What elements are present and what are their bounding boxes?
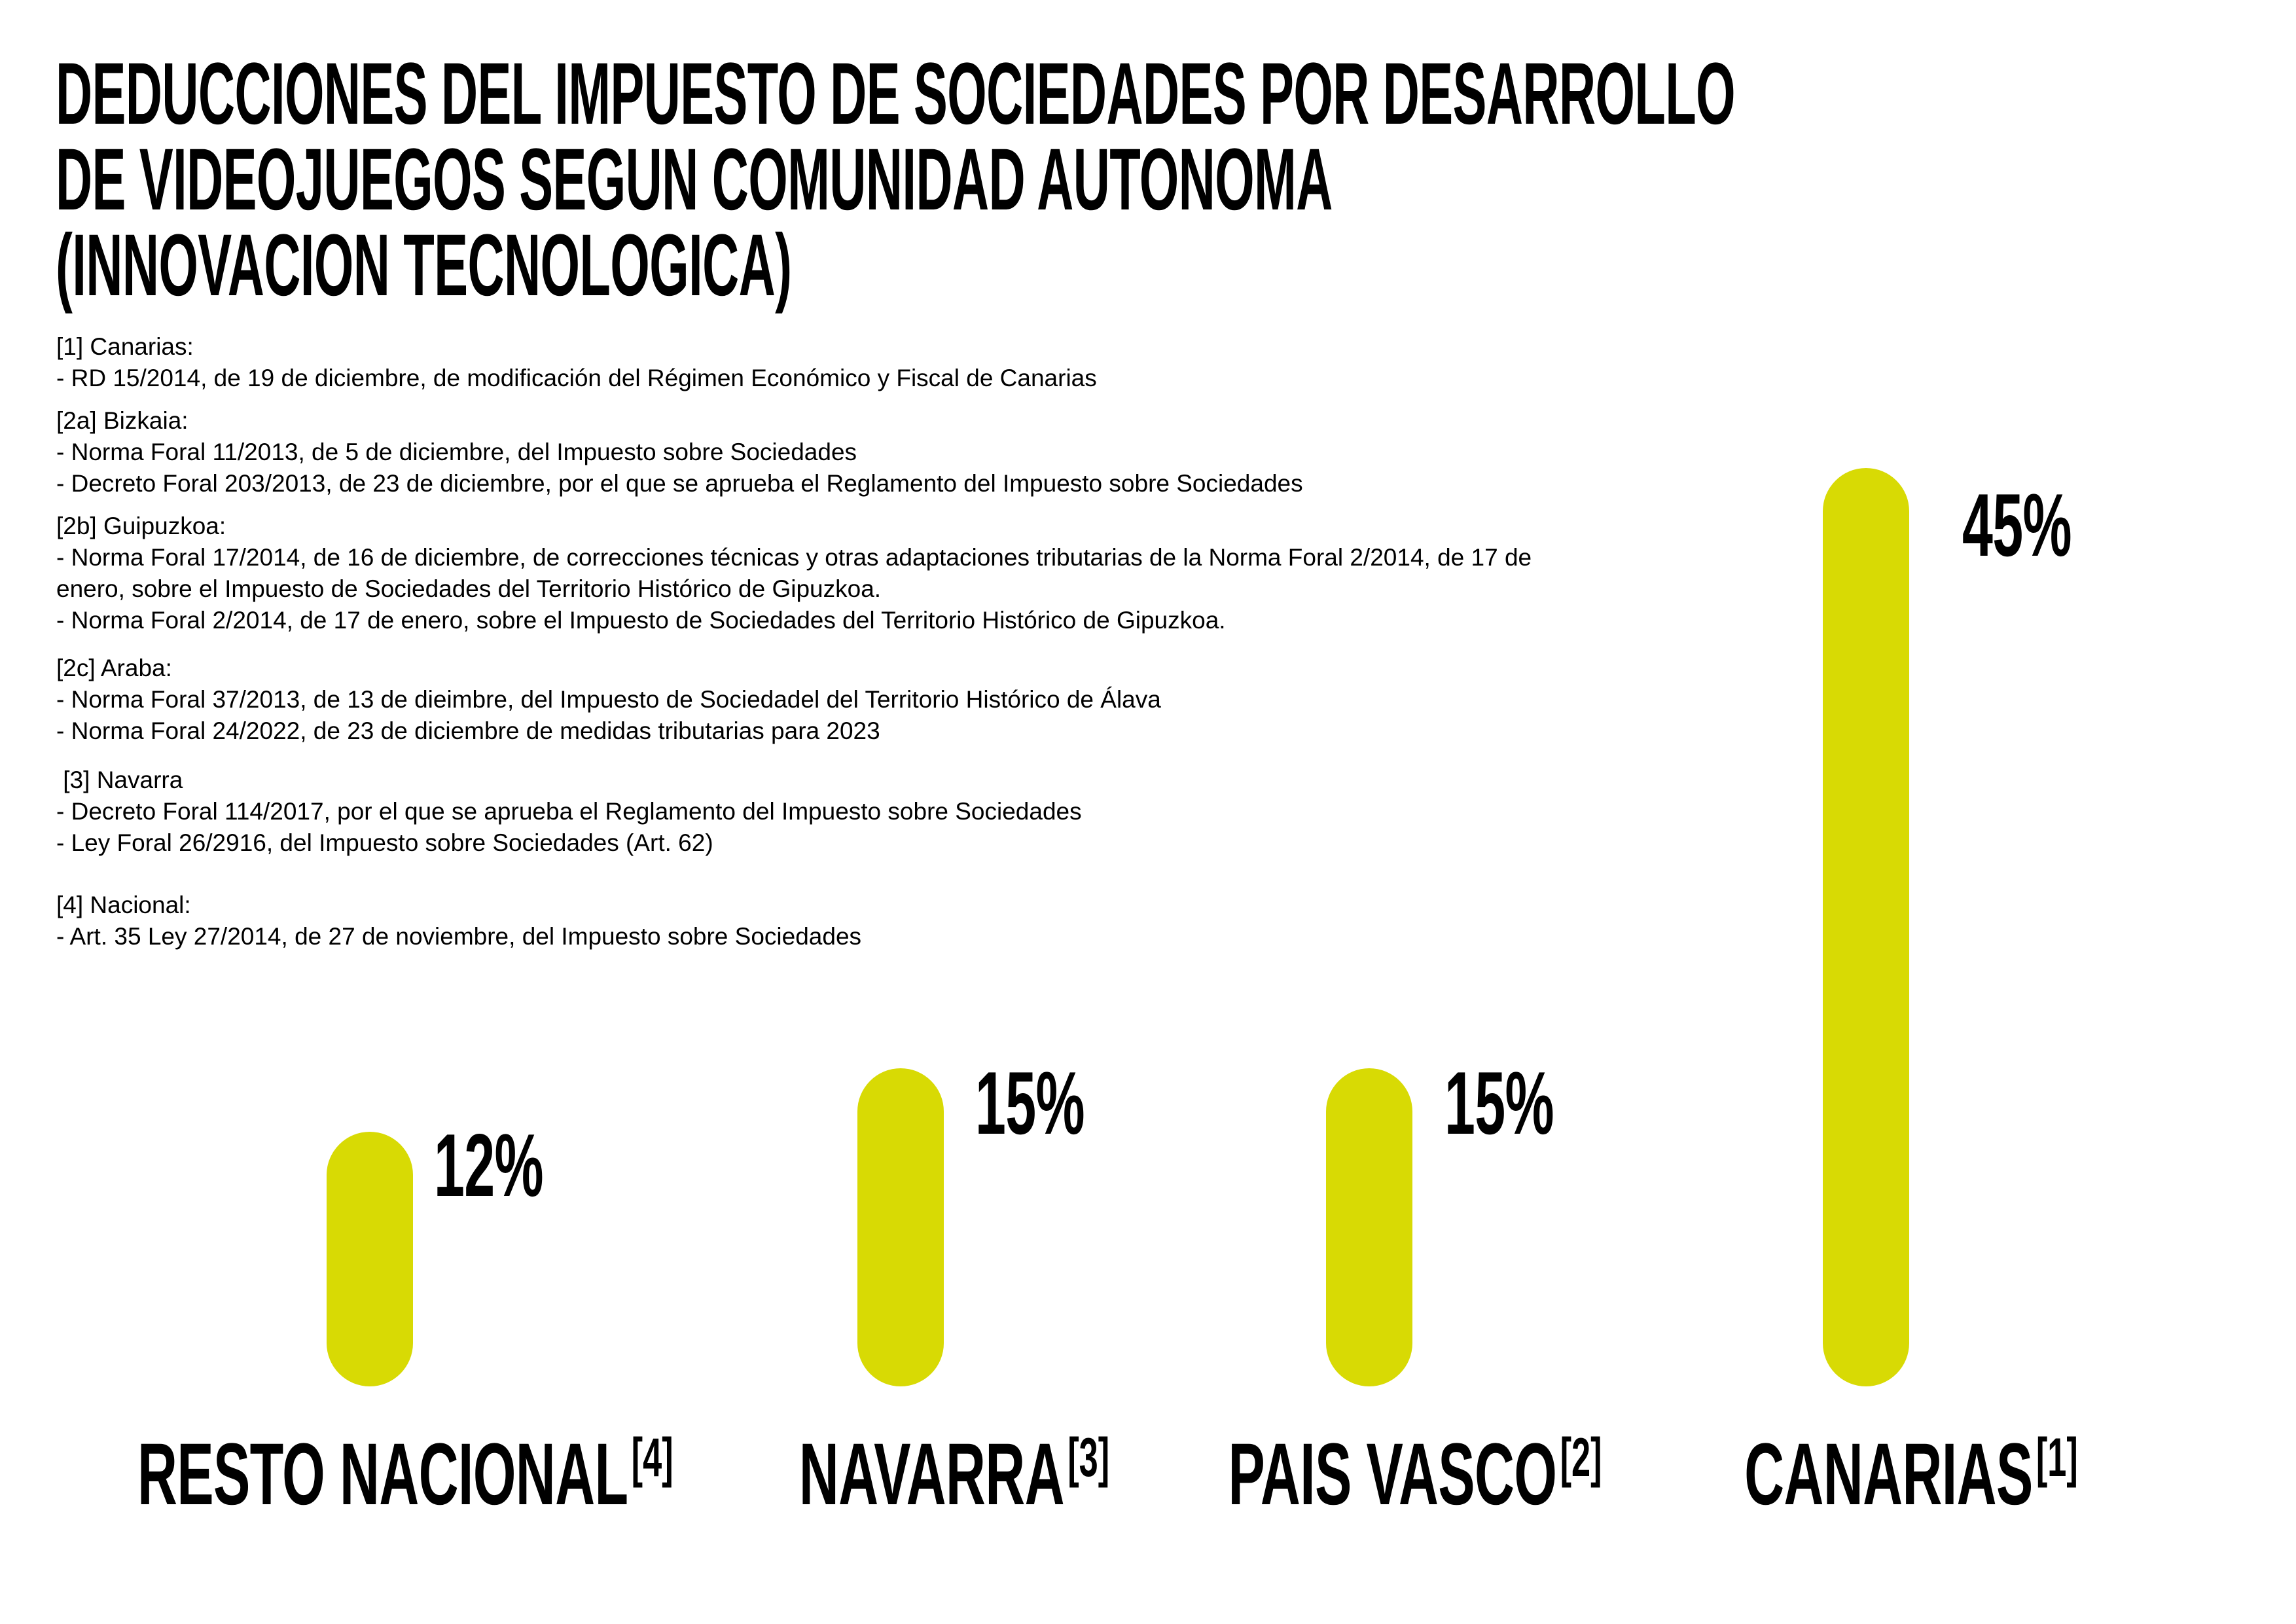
bar-value-label-navarra: 15%: [975, 1053, 1085, 1153]
footnote-item: - RD 15/2014, de 19 de diciembre, de mod…: [56, 365, 1097, 391]
footnote-item: - Norma Foral 2/2014, de 17 de enero, so…: [56, 607, 1226, 634]
footnote-item: - Art. 35 Ley 27/2014, de 27 de noviembr…: [56, 923, 862, 950]
category-name: NAVARRA: [798, 1426, 1065, 1523]
footnote-item: - Norma Foral 24/2022, de 23 de diciembr…: [56, 717, 880, 744]
bar-canarias: [1823, 468, 1909, 1386]
footnote-section-6: [4] Nacional: - Art. 35 Ley 27/2014, de 2…: [56, 890, 1555, 952]
footnote-section-3: [2b] Guipuzkoa: - Norma Foral 17/2014, de…: [56, 511, 1555, 636]
category-name: PAIS VASCO: [1228, 1426, 1557, 1523]
footnote-item: - Decreto Foral 114/2017, por el que se …: [56, 798, 1082, 825]
bar-value-label-canarias: 45%: [1962, 475, 2072, 575]
bar-value-label-resto-nacional: 12%: [434, 1115, 544, 1215]
title-line-1: DEDUCCIONES DEL IMPUESTO DE SOCIEDADES P…: [56, 45, 1736, 143]
footnotes: [1] Canarias: - RD 15/2014, de 19 de dici…: [56, 331, 1555, 952]
footnote-item: - Ley Foral 26/2916, del Impuesto sobre …: [56, 829, 713, 856]
footnote-section-2: [2a] Bizkaia: - Norma Foral 11/2013, de 5…: [56, 405, 1555, 499]
footnote-section-4: [2c] Araba: - Norma Foral 37/2013, de 13 …: [56, 653, 1555, 747]
bar-category-label-navarra: NAVARRA[3]: [707, 1427, 1202, 1530]
title-line-2: DE VIDEOJUEGOS SEGUN COMUNIDAD AUTONOMA: [56, 131, 1333, 228]
category-name: RESTO NACIONAL: [137, 1426, 628, 1523]
footnote-item: - Norma Foral 11/2013, de 5 de diciembre…: [56, 439, 857, 465]
category-ref-superscript: [3]: [1067, 1426, 1110, 1488]
bar-category-label-resto-nacional: RESTO NACIONAL[4]: [137, 1427, 673, 1530]
footnote-heading: [1] Canarias:: [56, 333, 194, 360]
category-ref-superscript: [2]: [1560, 1426, 1602, 1488]
category-ref-superscript: [4]: [631, 1426, 673, 1488]
footnote-section-1: [1] Canarias: - RD 15/2014, de 19 de dici…: [56, 331, 1555, 394]
footnote-heading: [3] Navarra: [56, 767, 183, 793]
bar-value-label-pais-vasco: 15%: [1444, 1053, 1554, 1153]
footnote-heading: [2a] Bizkaia:: [56, 407, 188, 434]
footnote-heading: [2b] Guipuzkoa:: [56, 513, 226, 539]
bar-pais-vasco: [1326, 1068, 1412, 1386]
bar-category-label-canarias: CANARIAS[1]: [1664, 1427, 2159, 1530]
bar-category-label-pais-vasco: PAIS VASCO[2]: [1168, 1427, 1662, 1530]
category-ref-superscript: [1]: [2036, 1426, 2078, 1488]
footnote-heading: [4] Nacional:: [56, 892, 191, 918]
bar-resto-nacional: [327, 1132, 413, 1386]
category-name: CANARIAS: [1744, 1426, 2033, 1523]
footnote-section-5: [3] Navarra - Decreto Foral 114/2017, por…: [56, 765, 1555, 859]
bar-navarra: [857, 1068, 944, 1386]
page-title: DEDUCCIONES DEL IMPUESTO DE SOCIEDADES P…: [56, 45, 1736, 314]
title-line-3: (INNOVACION TECNOLOGICA): [56, 217, 792, 314]
footnote-item: - Decreto Foral 203/2013, de 23 de dicie…: [56, 470, 1303, 497]
footnote-item: - Norma Foral 37/2013, de 13 de dieimbre…: [56, 686, 1161, 713]
footnote-item: - Norma Foral 17/2014, de 16 de diciembr…: [56, 544, 1539, 602]
footnote-heading: [2c] Araba:: [56, 655, 172, 681]
